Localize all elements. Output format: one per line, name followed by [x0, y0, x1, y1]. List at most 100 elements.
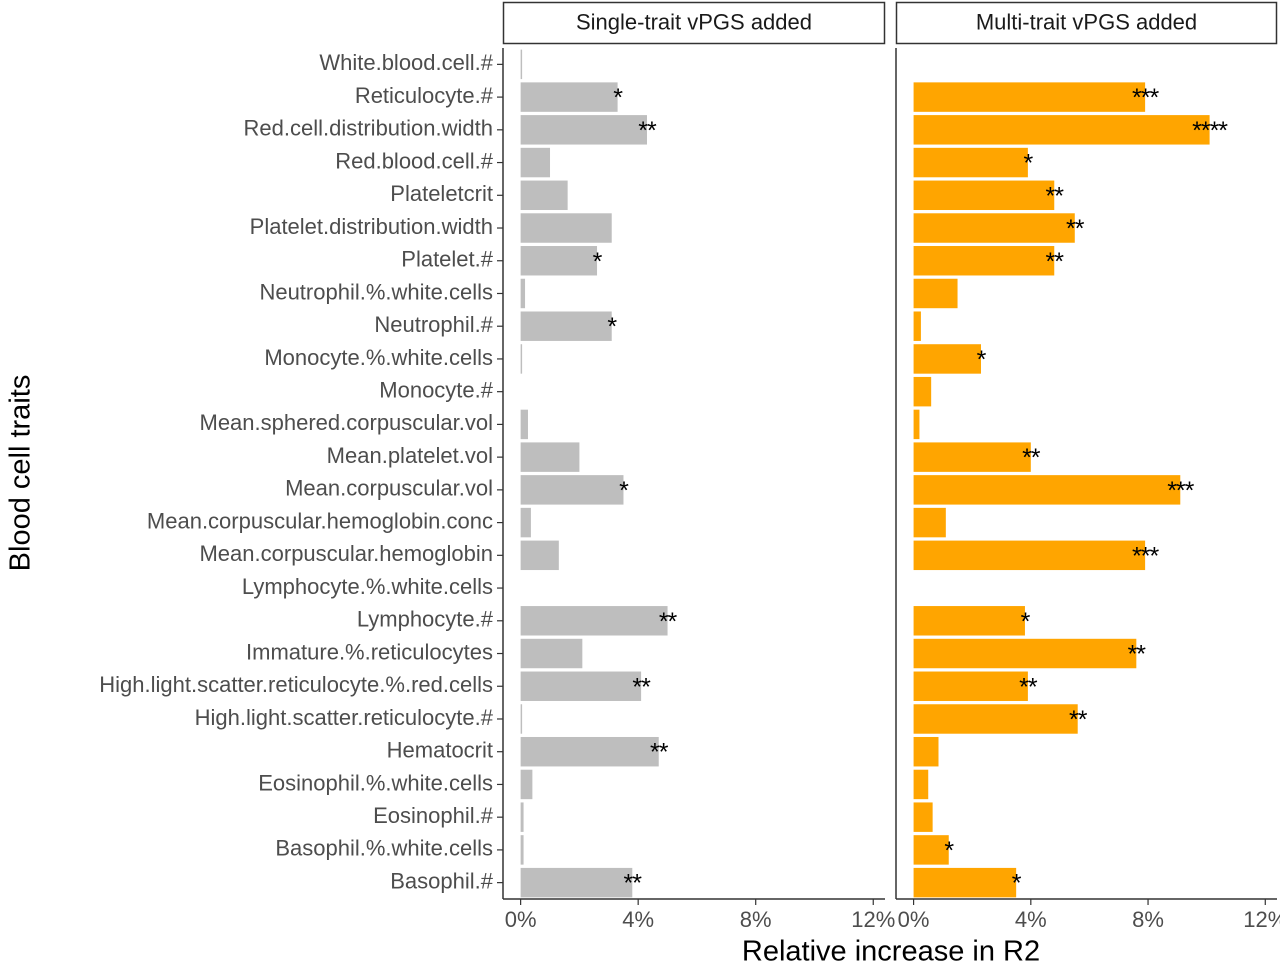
bar	[913, 442, 1031, 472]
bar	[520, 115, 647, 145]
bar	[913, 311, 921, 341]
significance-label: **	[659, 608, 678, 636]
y-tick-label: Mean.corpuscular.hemoglobin	[199, 541, 493, 566]
significance-label: ****	[1192, 117, 1228, 145]
significance-label: **	[650, 739, 669, 767]
chart-panels: Single-trait vPGS added**************0% 4…	[502, 1, 1280, 932]
x-tick-label: 8%	[740, 907, 772, 932]
significance-label: *	[613, 84, 623, 112]
bar	[520, 311, 612, 341]
bar	[520, 409, 528, 440]
y-tick-label: Platelet.distribution.width	[250, 214, 493, 239]
facet-strip-label: Multi-trait vPGS added	[976, 9, 1197, 34]
bar	[520, 835, 524, 865]
significance-label: *	[1012, 870, 1022, 898]
bar	[913, 802, 933, 832]
bar	[520, 475, 624, 505]
significance-label: *	[977, 346, 987, 374]
bar	[913, 246, 1055, 276]
significance-label: **	[1128, 641, 1147, 669]
panel-single-trait: Single-trait vPGS added**************0% 4…	[502, 1, 895, 932]
significance-label: *	[607, 313, 617, 341]
y-tick-label: Mean.sphered.corpuscular.vol	[200, 410, 494, 435]
facet-strip	[502, 1, 886, 45]
significance-label: **	[638, 117, 657, 145]
significance-label: **	[624, 870, 643, 898]
y-tick-label: Immature.%.reticulocytes	[246, 639, 493, 664]
bar	[520, 278, 526, 309]
x-tick-label: 0%	[505, 907, 537, 932]
y-tick-label: Red.cell.distribution.width	[244, 116, 493, 141]
bar	[520, 736, 659, 767]
bar	[913, 507, 946, 538]
bar	[520, 507, 531, 538]
bar	[913, 867, 1017, 898]
bar	[913, 409, 920, 440]
bar	[520, 769, 533, 800]
panel-multi-trait: Multi-trait vPGS added******************…	[895, 1, 1280, 932]
x-tick-label: 4%	[622, 907, 654, 932]
y-tick-label: Lymphocyte.%.white.cells	[242, 574, 493, 599]
bar	[913, 736, 939, 767]
bar	[913, 147, 1028, 178]
bar	[520, 49, 523, 80]
bar	[913, 606, 1025, 636]
significance-label: *	[593, 248, 603, 276]
y-tick-label: Mean.corpuscular.vol	[285, 476, 493, 501]
bar	[913, 704, 1078, 734]
bar	[520, 704, 523, 734]
bar	[520, 180, 568, 211]
x-tick-label: 4%	[1015, 907, 1047, 932]
bar	[913, 835, 949, 865]
significance-label: **	[632, 673, 651, 701]
significance-label: **	[1019, 673, 1038, 701]
y-tick-label: Platelet.#	[401, 247, 493, 272]
x-tick-label: 12%	[1243, 907, 1280, 932]
significance-label: ***	[1132, 542, 1159, 570]
bar	[520, 82, 618, 112]
bar	[913, 115, 1210, 145]
y-tick-label: Mean.corpuscular.hemoglobin.conc	[147, 508, 493, 533]
bar	[520, 213, 612, 243]
y-tick-label: Basophil.%.white.cells	[275, 836, 493, 861]
bar	[520, 638, 583, 669]
y-tick-label: White.blood.cell.#	[319, 50, 493, 75]
x-tick-label: 12%	[851, 907, 895, 932]
bar	[913, 376, 932, 407]
significance-label: *	[1024, 150, 1034, 178]
x-axis-title: Relative increase in R2	[742, 936, 1040, 966]
significance-label: **	[1046, 248, 1065, 276]
significance-label: ***	[1167, 477, 1194, 505]
y-axis-tick-labels: White.blood.cell.# Reticulocyte.# Red.cell…	[99, 50, 503, 893]
bar	[913, 671, 1028, 701]
y-tick-label: Basophil.#	[390, 868, 494, 893]
y-tick-label: Mean.platelet.vol	[327, 443, 493, 468]
y-tick-label: Eosinophil.%.white.cells	[258, 770, 493, 795]
y-tick-label: Neutrophil.%.white.cells	[259, 279, 493, 304]
bar	[913, 344, 981, 374]
significance-label: *	[944, 837, 954, 865]
bar	[913, 638, 1137, 669]
significance-label: **	[1069, 706, 1088, 734]
y-tick-label: High.light.scatter.reticulocyte.#	[195, 705, 494, 730]
bar	[520, 442, 580, 472]
significance-label: ***	[1132, 84, 1159, 112]
y-tick-label: Monocyte.%.white.cells	[264, 345, 493, 370]
y-tick-label: Neutrophil.#	[374, 312, 493, 337]
bar	[520, 867, 633, 898]
significance-label: **	[1066, 215, 1085, 243]
bar	[913, 180, 1055, 211]
bar	[913, 475, 1181, 505]
significance-label: **	[1022, 444, 1041, 472]
bar	[913, 213, 1075, 243]
bar	[913, 540, 1146, 571]
bar	[520, 540, 559, 571]
facet-strip	[895, 1, 1278, 45]
y-tick-label: Hematocrit	[387, 738, 493, 763]
x-tick-label: 0%	[898, 907, 930, 932]
x-tick-label: 8%	[1132, 907, 1164, 932]
facet-strip-label: Single-trait vPGS added	[576, 9, 812, 34]
bar	[913, 769, 929, 800]
significance-label: *	[1021, 608, 1031, 636]
